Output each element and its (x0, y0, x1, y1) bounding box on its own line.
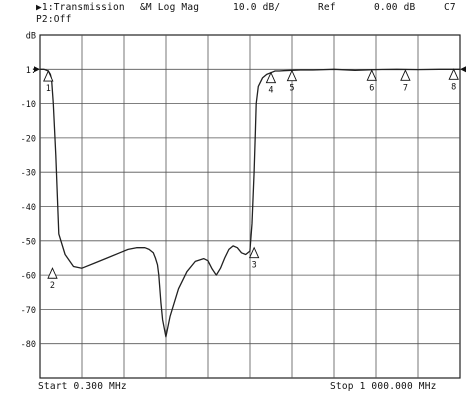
marker-triangle (286, 69, 298, 82)
y-tick-label: -30 (21, 169, 36, 179)
marker-label: 6 (369, 83, 374, 93)
y-tick-label: -80 (21, 340, 36, 350)
reference-arrow-left (34, 66, 40, 73)
marker-4: 4 (265, 71, 277, 96)
y-tick-label: 1: (26, 66, 36, 76)
trace-line (40, 68, 460, 338)
y-tick-label: -60 (21, 272, 36, 282)
marker-triangle (448, 68, 459, 80)
marker-label: 8 (451, 82, 456, 92)
stop-frequency-label: Stop 1 000.000 MHz (330, 381, 437, 392)
marker-label: 4 (268, 86, 273, 96)
marker-label: 3 (252, 261, 257, 271)
cal-indicator: C7 (444, 2, 456, 13)
y-tick-label: -10 (21, 100, 36, 110)
marker-triangle (400, 69, 411, 81)
marker-triangle (248, 246, 260, 259)
marker-triangle (366, 69, 377, 81)
y-tick-label: -70 (21, 306, 36, 316)
channel2-label: P2:Off (36, 14, 72, 25)
marker-6: 6 (366, 69, 377, 93)
marker-8: 8 (448, 68, 459, 92)
marker-label: 5 (289, 84, 294, 94)
marker-2: 2 (47, 267, 58, 291)
y-tick-label: -20 (21, 134, 36, 144)
marker-7: 7 (400, 69, 411, 93)
trace-markers: 1 2 3 4 5 6 7 8 (43, 68, 459, 291)
transmission-trace (40, 68, 460, 338)
y-tick-label: -40 (21, 203, 36, 213)
y-tick-label: -50 (21, 237, 36, 247)
reference-marker (34, 66, 466, 73)
ref-value-label: 0.00 dB (374, 2, 416, 13)
format-label: &M Log Mag (140, 2, 200, 13)
reference-arrow-right (460, 66, 466, 73)
marker-3: 3 (248, 246, 260, 271)
marker-triangle (43, 69, 54, 82)
channel1-label: ▶1:Transmission (36, 2, 125, 13)
marker-label: 2 (50, 281, 55, 291)
marker-triangle (265, 71, 277, 84)
marker-triangle (47, 267, 58, 279)
marker-5: 5 (286, 69, 298, 94)
ref-label: Ref (318, 2, 336, 13)
marker-label: 7 (403, 83, 408, 93)
graticule (39, 34, 461, 379)
y-tick-labels: dB 1: -10 -20 -30 -40 -50 -60 -70 -80 (21, 32, 36, 351)
marker-1: 1 (43, 69, 54, 94)
scale-label: 10.0 dB/ (233, 2, 281, 13)
start-frequency-label: Start 0.300 MHz (38, 381, 127, 392)
y-tick-label: dB (26, 32, 36, 42)
marker-label: 1 (46, 84, 51, 94)
